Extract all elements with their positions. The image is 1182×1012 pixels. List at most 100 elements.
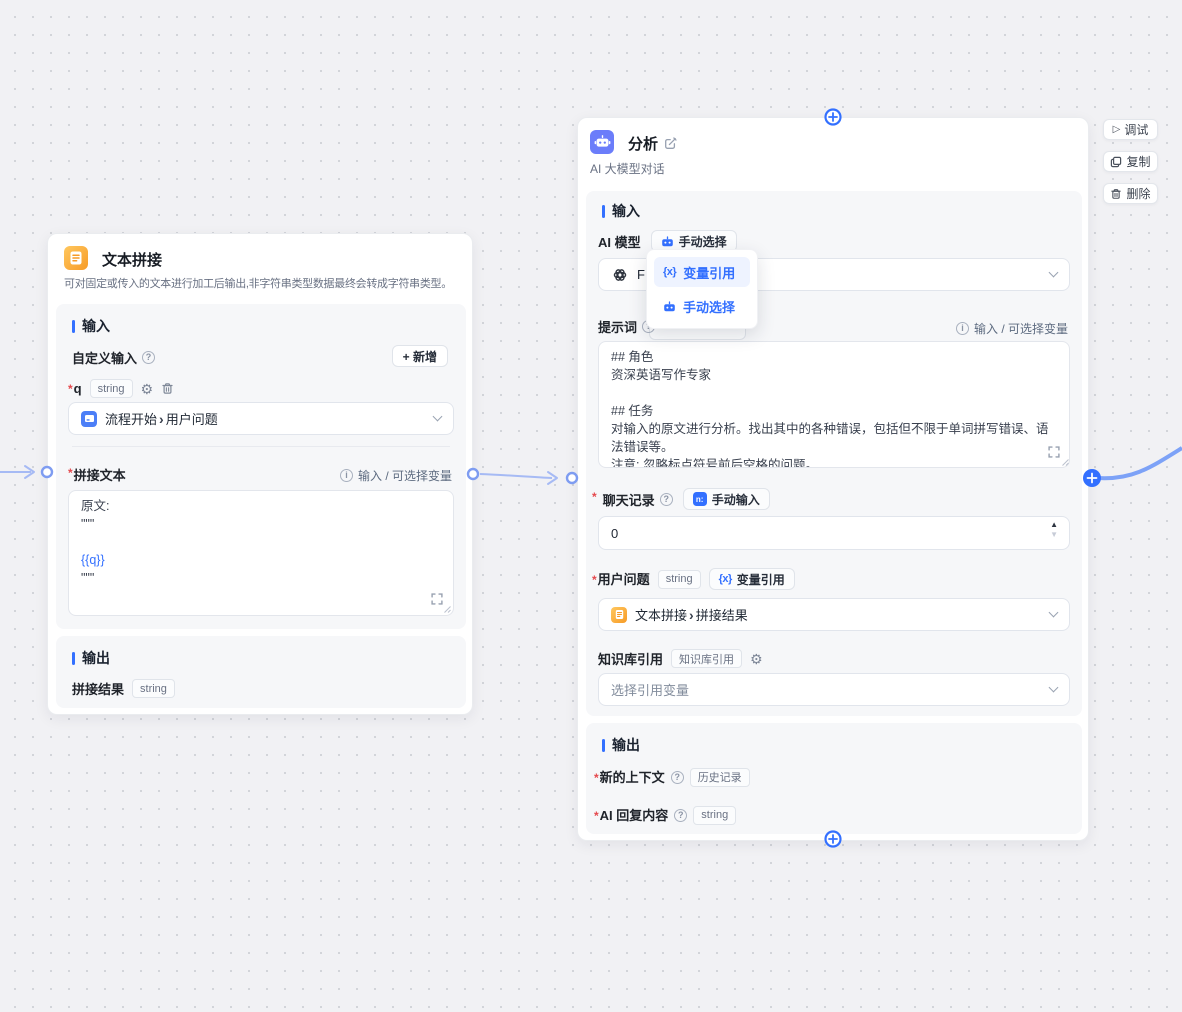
concat-text-row: * 拼接文本: [68, 465, 126, 484]
copy-button[interactable]: 复制: [1103, 151, 1158, 172]
ai-reply-label: AI 回复内容: [599, 808, 669, 823]
model-value: F: [637, 267, 645, 282]
variable-hint: i 输入 / 可选择变量: [955, 320, 1068, 337]
help-icon[interactable]: ?: [142, 351, 156, 364]
step-up-icon[interactable]: ▲: [1050, 520, 1058, 529]
number-stepper[interactable]: ▲ ▼: [1050, 521, 1058, 539]
user-question-mode-badge[interactable]: {x} 变量引用: [708, 568, 795, 590]
manual-input-icon: n:: [692, 492, 707, 506]
section-bar: [602, 204, 605, 218]
delete-button[interactable]: 删除: [1103, 183, 1158, 204]
new-context-row: *新的上下文 ? 历史记录: [594, 767, 750, 787]
edge-arrowhead: [547, 471, 558, 485]
kb-select[interactable]: 选择引用变量: [598, 673, 1070, 706]
robot-icon: [664, 300, 675, 311]
expand-icon[interactable]: [1048, 446, 1060, 458]
output-result-row: 拼接结果 string: [72, 679, 175, 698]
textarea-variable: {{q}}: [81, 553, 105, 567]
ai-reply-row: *AI 回复内容 ? string: [594, 805, 737, 825]
info-icon: i: [955, 322, 969, 335]
chat-mode-badge[interactable]: n: 手动输入: [682, 488, 770, 510]
new-context-label: 新的上下文: [599, 770, 665, 785]
value-mode-dropdown-menu: {x} 变量引用 手动选择: [646, 249, 758, 329]
prompt-textarea[interactable]: ## 角色 资深英语写作专家 ## 任务 对输入的原文进行分析。找出其中的各种错…: [598, 341, 1070, 468]
port-right-card-input[interactable]: [565, 471, 579, 485]
resize-handle[interactable]: [1060, 457, 1069, 466]
step-down-icon[interactable]: ▼: [1050, 530, 1058, 539]
required-asterisk: *: [68, 381, 73, 396]
help-icon[interactable]: ?: [659, 492, 673, 506]
textarea-line: """: [81, 517, 95, 531]
result-label: 拼接结果: [72, 682, 125, 697]
resize-handle[interactable]: [442, 604, 451, 613]
ai-reply-name: *AI 回复内容: [594, 805, 668, 825]
output-panel: 输出 拼接结果 string: [56, 636, 466, 708]
chevron-down-icon: [1048, 267, 1059, 278]
node-card-analysis[interactable]: 分析 AI 大模型对话 输入 AI 模型: [577, 117, 1089, 841]
breadcrumb-separator: ›: [689, 607, 694, 623]
menu-item-variable-ref[interactable]: {x} 变量引用: [654, 257, 750, 287]
required-asterisk: *: [594, 809, 599, 823]
debug-button[interactable]: ▷ 调试: [1103, 119, 1158, 140]
field-type-tag: string: [89, 379, 133, 398]
output-section-header: 输出: [602, 735, 640, 755]
user-question-mode-label: 变量引用: [736, 572, 785, 587]
breadcrumb-field: 用户问题: [165, 412, 218, 427]
menu-item-manual-select[interactable]: 手动选择: [654, 291, 750, 321]
node-card-text-concat[interactable]: 文本拼接 可对固定或传入的文本进行加工后输出,非字符串类型数据最终会转成字符串类…: [47, 233, 473, 715]
breadcrumb-node: 流程开始: [105, 412, 158, 427]
edit-icon[interactable]: [664, 137, 677, 150]
flow-start-icon: [81, 410, 97, 427]
text-concat-icon: [611, 606, 627, 623]
kb-type-tag: 知识库引用: [671, 649, 743, 668]
ai-model-row: AI 模型 手动选择: [598, 230, 737, 252]
trash-icon: [1111, 188, 1122, 199]
chevron-down-icon: [1048, 607, 1059, 618]
output-section-title: 输出: [612, 737, 640, 753]
node-title: 文本拼接: [102, 252, 163, 269]
user-question-select[interactable]: 文本拼接 › 拼接结果: [598, 598, 1070, 631]
help-icon[interactable]: ?: [674, 808, 688, 822]
model-mode-badge[interactable]: 手动选择: [650, 230, 737, 252]
model-mode-label: 手动选择: [678, 234, 727, 249]
add-field-button[interactable]: + 新增: [391, 345, 448, 367]
chat-history-row: * 聊天记录 ? n: 手动输入: [592, 488, 770, 510]
gear-icon[interactable]: ⚙: [140, 380, 154, 397]
breadcrumb-separator: ›: [159, 411, 164, 427]
chat-history-number-input[interactable]: 0 ▲ ▼: [598, 516, 1070, 550]
chat-history-label: 聊天记录: [602, 492, 655, 508]
chevron-down-icon: [1048, 682, 1059, 693]
field-q-source-select[interactable]: 流程开始 › 用户问题: [68, 402, 454, 435]
node-description: 可对固定或传入的文本进行加工后输出,非字符串类型数据最终会转成字符串类型。: [64, 278, 452, 290]
variable-hint-text: 输入 / 可选择变量: [973, 322, 1068, 336]
user-question-type-tag: string: [657, 569, 701, 589]
expand-icon[interactable]: [431, 593, 443, 605]
variable-ref-icon: {x}: [718, 573, 733, 585]
user-question-row: *用户问题 string {x} 变量引用: [592, 568, 795, 590]
divider: [72, 446, 450, 447]
textarea-blank-line: [81, 533, 441, 551]
result-type-tag: string: [132, 679, 175, 698]
input-section-title: 输入: [612, 203, 640, 219]
new-context-name: *新的上下文: [594, 767, 665, 787]
custom-input-row: 自定义输入 ?: [72, 348, 156, 367]
concat-textarea[interactable]: 原文: """ {{q}} """: [68, 490, 454, 616]
menu-item-label: 变量引用: [683, 265, 736, 281]
field-q-row: *q string ⚙: [68, 379, 174, 398]
textarea-line: """: [81, 571, 95, 585]
trash-icon[interactable]: [161, 382, 174, 395]
input-section-header: 输入: [602, 201, 640, 221]
new-context-type-tag: 历史记录: [689, 767, 750, 787]
variable-hint: i 输入 / 可选择变量: [339, 467, 452, 484]
robot-icon: [661, 235, 673, 246]
openai-icon: [613, 268, 627, 281]
required-asterisk: *: [68, 465, 73, 480]
breadcrumb: 流程开始 › 用户问题: [105, 409, 218, 428]
help-icon[interactable]: ?: [670, 770, 684, 784]
node-subtitle: AI 大模型对话: [590, 162, 665, 176]
robot-icon: [594, 134, 610, 147]
gear-icon[interactable]: ⚙: [750, 650, 763, 667]
user-question-label: 用户问题: [597, 572, 650, 587]
analysis-node-icon: [590, 130, 614, 154]
